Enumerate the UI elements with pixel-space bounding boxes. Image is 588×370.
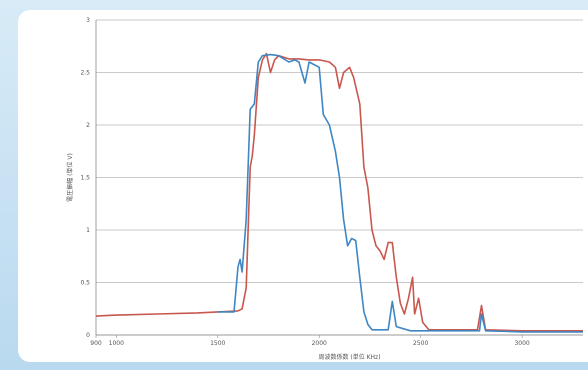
y-tick-label: 0.5 [80, 280, 90, 287]
x-tick-label: 2000 [312, 340, 327, 347]
chart-panel: 0 0.5 1 1.5 2 2.5 3 900 1000 1500 2000 2500 3000 周波数… [18, 10, 588, 362]
y-tick-label: 2.5 [80, 70, 90, 77]
series-line-1 [95, 52, 583, 332]
y-axis-label: 電圧振幅 (単位 V) [66, 153, 74, 202]
tick-labels: 0 0.5 1 1.5 2 2.5 3 900 1000 1500 2000 2500 3000 [80, 17, 529, 347]
y-tick-label: 3 [86, 17, 90, 24]
x-axis-label: 周波数係数 (単位 KHz) [318, 353, 380, 361]
gridlines [96, 19, 583, 336]
series-lines [95, 52, 583, 333]
x-tick-label: 900 [90, 340, 102, 347]
axes [95, 20, 583, 338]
x-tick-label: 1500 [210, 340, 225, 347]
y-tick-label: 1.5 [80, 175, 90, 182]
line-chart: 0 0.5 1 1.5 2 2.5 3 900 1000 1500 2000 2500 3000 周波数… [66, 17, 583, 361]
y-tick-label: 2 [86, 122, 90, 129]
x-tick-label: 1000 [109, 340, 124, 347]
x-tick-label: 3000 [514, 340, 529, 347]
y-tick-label: 1 [86, 227, 90, 234]
x-tick-label: 2500 [413, 340, 428, 347]
y-tick-label: 0 [86, 332, 90, 339]
series-line-2 [217, 53, 583, 333]
